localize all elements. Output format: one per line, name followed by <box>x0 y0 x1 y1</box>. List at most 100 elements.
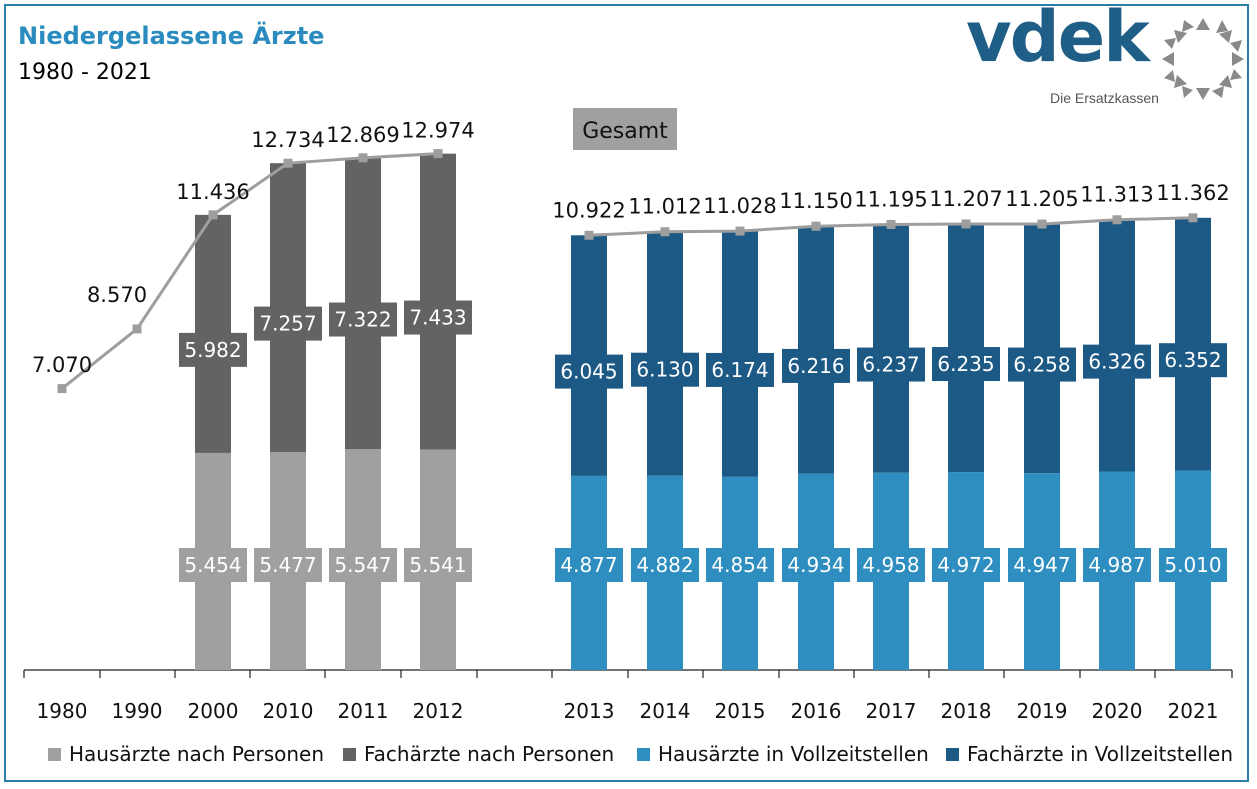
data-label: 5.541 <box>409 553 466 577</box>
data-label-box <box>254 548 322 582</box>
x-tick-label: 1980 <box>37 699 88 723</box>
data-label: 5.454 <box>184 553 241 577</box>
data-label-box <box>706 548 774 582</box>
data-label-box <box>1083 548 1151 582</box>
total-label: 10.922 <box>552 198 625 222</box>
data-label-box <box>179 548 247 582</box>
data-label: 4.854 <box>711 553 768 577</box>
data-label-box <box>782 548 850 582</box>
total-line-marker <box>811 221 821 231</box>
data-label-box <box>631 352 699 387</box>
data-label: 6.130 <box>636 358 693 382</box>
x-tick-label: 2016 <box>791 699 842 723</box>
total-line-marker <box>1112 215 1122 225</box>
data-label-box <box>932 347 1000 382</box>
total-label: 11.028 <box>703 194 776 218</box>
legend-item-fach-personen: Fachärzte nach Personen <box>343 740 614 768</box>
total-line-marker <box>283 158 293 168</box>
data-label-box <box>555 354 623 389</box>
legend-label: Hausärzte nach Personen <box>69 742 325 766</box>
logo-wordmark: vdek <box>966 0 1150 78</box>
data-label: 5.547 <box>334 553 391 577</box>
total-line-marker <box>1188 213 1198 223</box>
total-label: 12.869 <box>326 123 399 147</box>
data-label: 4.877 <box>560 553 617 577</box>
data-label: 5.982 <box>184 338 241 362</box>
data-label-box <box>1159 343 1227 378</box>
total-line-marker <box>132 324 142 334</box>
data-label-box <box>404 548 472 582</box>
total-label: 12.734 <box>251 128 324 152</box>
data-label-box <box>179 332 247 367</box>
total-line-marker <box>886 219 896 229</box>
total-line-marker <box>358 153 368 163</box>
chart-subtitle: 1980 - 2021 <box>18 60 152 85</box>
x-tick-label: 2015 <box>715 699 766 723</box>
x-tick-label: 2013 <box>564 699 615 723</box>
legend-swatch <box>946 747 959 761</box>
total-line-marker <box>57 384 67 394</box>
legend-item-haus-vzs: Hausärzte in Vollzeitstellen <box>637 740 929 768</box>
data-label: 4.958 <box>862 553 919 577</box>
legend-swatch <box>48 747 61 761</box>
total-label: 11.207 <box>929 187 1002 211</box>
data-label: 6.045 <box>560 360 617 384</box>
data-label-box <box>706 352 774 387</box>
x-tick-label: 2020 <box>1092 699 1143 723</box>
chart-title: Niedergelassene Ärzte <box>18 22 325 50</box>
total-label: 7.070 <box>32 353 92 377</box>
total-label: 11.436 <box>176 180 249 204</box>
data-label-box <box>404 300 472 335</box>
legend-item-fach-vzs: Fachärzte in Vollzeitstellen <box>946 740 1233 768</box>
legend-label: Fachärzte nach Personen <box>364 742 615 766</box>
data-label-box <box>782 348 850 383</box>
x-tick-label: 2014 <box>640 699 691 723</box>
data-label: 4.882 <box>636 553 693 577</box>
data-label-box <box>1008 548 1076 582</box>
data-label: 7.322 <box>334 308 391 332</box>
data-label-box <box>857 347 925 382</box>
data-label-box <box>857 548 925 582</box>
data-label: 5.477 <box>259 553 316 577</box>
gesamt-annotation-box <box>573 108 677 150</box>
x-tick-label: 2021 <box>1168 699 1219 723</box>
data-label: 4.972 <box>937 553 994 577</box>
total-label: 8.570 <box>87 283 147 307</box>
data-label: 4.947 <box>1013 553 1070 577</box>
gesamt-annotation: Gesamt <box>582 119 668 144</box>
total-label: 11.362 <box>1156 181 1229 205</box>
data-label-box <box>932 548 1000 582</box>
data-label-box <box>254 306 322 341</box>
data-label-box <box>1159 548 1227 582</box>
x-tick-label: 1990 <box>112 699 163 723</box>
data-label: 4.987 <box>1088 553 1145 577</box>
data-label-box <box>329 302 397 337</box>
x-tick-label: 2017 <box>866 699 917 723</box>
legend-swatch <box>343 747 356 761</box>
x-tick-label: 2011 <box>338 699 389 723</box>
data-label: 6.352 <box>1164 348 1221 372</box>
data-label: 7.433 <box>409 306 466 330</box>
x-tick-label: 2000 <box>188 699 239 723</box>
total-label: 11.012 <box>628 195 701 219</box>
data-label: 5.010 <box>1164 553 1221 577</box>
total-label: 11.313 <box>1080 183 1153 207</box>
data-label: 6.174 <box>711 358 768 382</box>
data-label: 7.257 <box>259 312 316 336</box>
total-line-marker <box>735 226 745 236</box>
data-label: 6.326 <box>1088 350 1145 374</box>
total-line-marker <box>433 149 443 159</box>
logo-ring-icon <box>1162 18 1244 100</box>
data-label-box <box>329 548 397 582</box>
total-line-marker <box>584 230 594 240</box>
total-label: 11.150 <box>779 189 852 213</box>
total-line-marker <box>660 227 670 237</box>
total-line-marker <box>961 219 971 229</box>
data-label-box <box>1083 344 1151 379</box>
logo-tagline: Die Ersatzkassen <box>1050 90 1159 106</box>
total-line-marker <box>208 210 218 220</box>
legend-item-haus-personen: Hausärzte nach Personen <box>48 740 324 768</box>
x-tick-label: 2010 <box>263 699 314 723</box>
total-label: 12.974 <box>401 119 474 143</box>
